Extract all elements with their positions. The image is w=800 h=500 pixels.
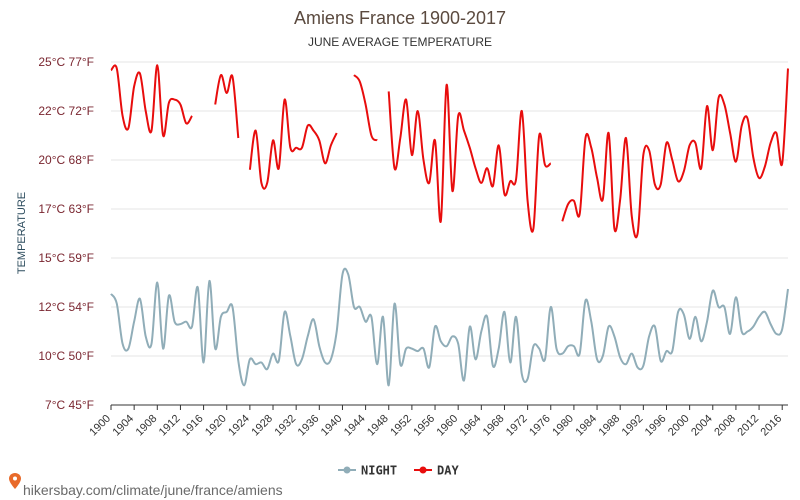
legend-label: NIGHT — [361, 464, 397, 478]
x-tick-label: 1940 — [319, 413, 345, 439]
y-axis-label: TEMPERATURE — [16, 192, 28, 274]
series-line-day — [353, 74, 378, 142]
x-tick-label: 1924 — [226, 413, 252, 439]
x-tick-label: 2000 — [666, 413, 692, 439]
x-tick-label: 1976 — [527, 413, 553, 439]
y-tick-label: 12°C 54°F — [38, 300, 94, 314]
x-tick-label: 1980 — [550, 413, 576, 439]
x-tick-label: 1956 — [411, 413, 437, 439]
legend-item-day[interactable]: DAY — [414, 464, 459, 478]
x-tick-label: 1944 — [342, 413, 368, 439]
x-tick-label: 1964 — [458, 413, 484, 439]
y-tick-label: 20°C 68°F — [38, 153, 94, 167]
series-line-day — [110, 64, 193, 138]
y-tick-label: 22°C 72°F — [38, 104, 94, 118]
chart-title: Amiens France 1900-2017 — [294, 8, 506, 28]
y-axis-ticks: 7°C 45°F 10°C 50°F 12°C 54°F 15°C 59°F 17°C … — [38, 55, 94, 412]
x-tick-label: 1900 — [87, 413, 113, 439]
x-tick-label: 1936 — [296, 413, 322, 439]
series — [110, 64, 789, 387]
x-tick-label: 1932 — [272, 413, 298, 439]
footer[interactable]: hikersbay.com/climate/june/france/amiens — [9, 473, 283, 498]
series-night — [110, 267, 789, 387]
legend-item-night[interactable]: NIGHT — [338, 464, 397, 478]
x-tick-label: 1960 — [435, 413, 461, 439]
x-tick-label: 1912 — [157, 413, 183, 439]
footer-source-link[interactable]: hikersbay.com/climate/june/france/amiens — [23, 482, 283, 498]
series-line-day — [214, 74, 240, 139]
x-tick-label: 2012 — [735, 413, 761, 439]
x-tick-label: 1908 — [134, 413, 160, 439]
y-tick-label: 17°C 63°F — [38, 202, 94, 216]
x-tick-label: 1984 — [573, 413, 599, 439]
x-tick-label: 1948 — [365, 413, 391, 439]
chart-subtitle: JUNE AVERAGE TEMPERATURE — [308, 35, 492, 49]
x-tick-label: 2004 — [689, 413, 715, 439]
x-tick-label: 2016 — [759, 413, 785, 439]
x-tick-label: 1992 — [620, 413, 646, 439]
y-tick-label: 15°C 59°F — [38, 251, 94, 265]
series-line-night — [110, 267, 789, 387]
x-tick-label: 1968 — [481, 413, 507, 439]
x-tick-label: 2008 — [712, 413, 738, 439]
x-tick-label: 1904 — [110, 413, 136, 439]
legend-dot-marker — [419, 466, 427, 474]
series-day — [110, 64, 789, 239]
legend[interactable]: NIGHT DAY — [338, 464, 459, 478]
location-pin-icon — [9, 473, 21, 489]
x-tick-label: 1972 — [504, 413, 530, 439]
x-tick-label: 1952 — [388, 413, 414, 439]
x-tick-label: 1928 — [249, 413, 275, 439]
series-line-day — [387, 83, 552, 233]
y-tick-label: 25°C 77°F — [38, 55, 94, 69]
y-tick-label: 7°C 45°F — [45, 398, 94, 412]
legend-dot-marker — [343, 466, 351, 474]
x-axis: 1900190419081912191619201924192819321936… — [87, 404, 788, 439]
legend-label: DAY — [437, 464, 459, 478]
x-tick-label: 1988 — [597, 413, 623, 439]
x-tick-label: 1916 — [180, 413, 206, 439]
x-tick-label: 1920 — [203, 413, 229, 439]
series-line-day — [561, 68, 789, 239]
series-line-day — [248, 98, 338, 190]
y-tick-label: 10°C 50°F — [38, 349, 94, 363]
x-tick-label: 1996 — [643, 413, 669, 439]
